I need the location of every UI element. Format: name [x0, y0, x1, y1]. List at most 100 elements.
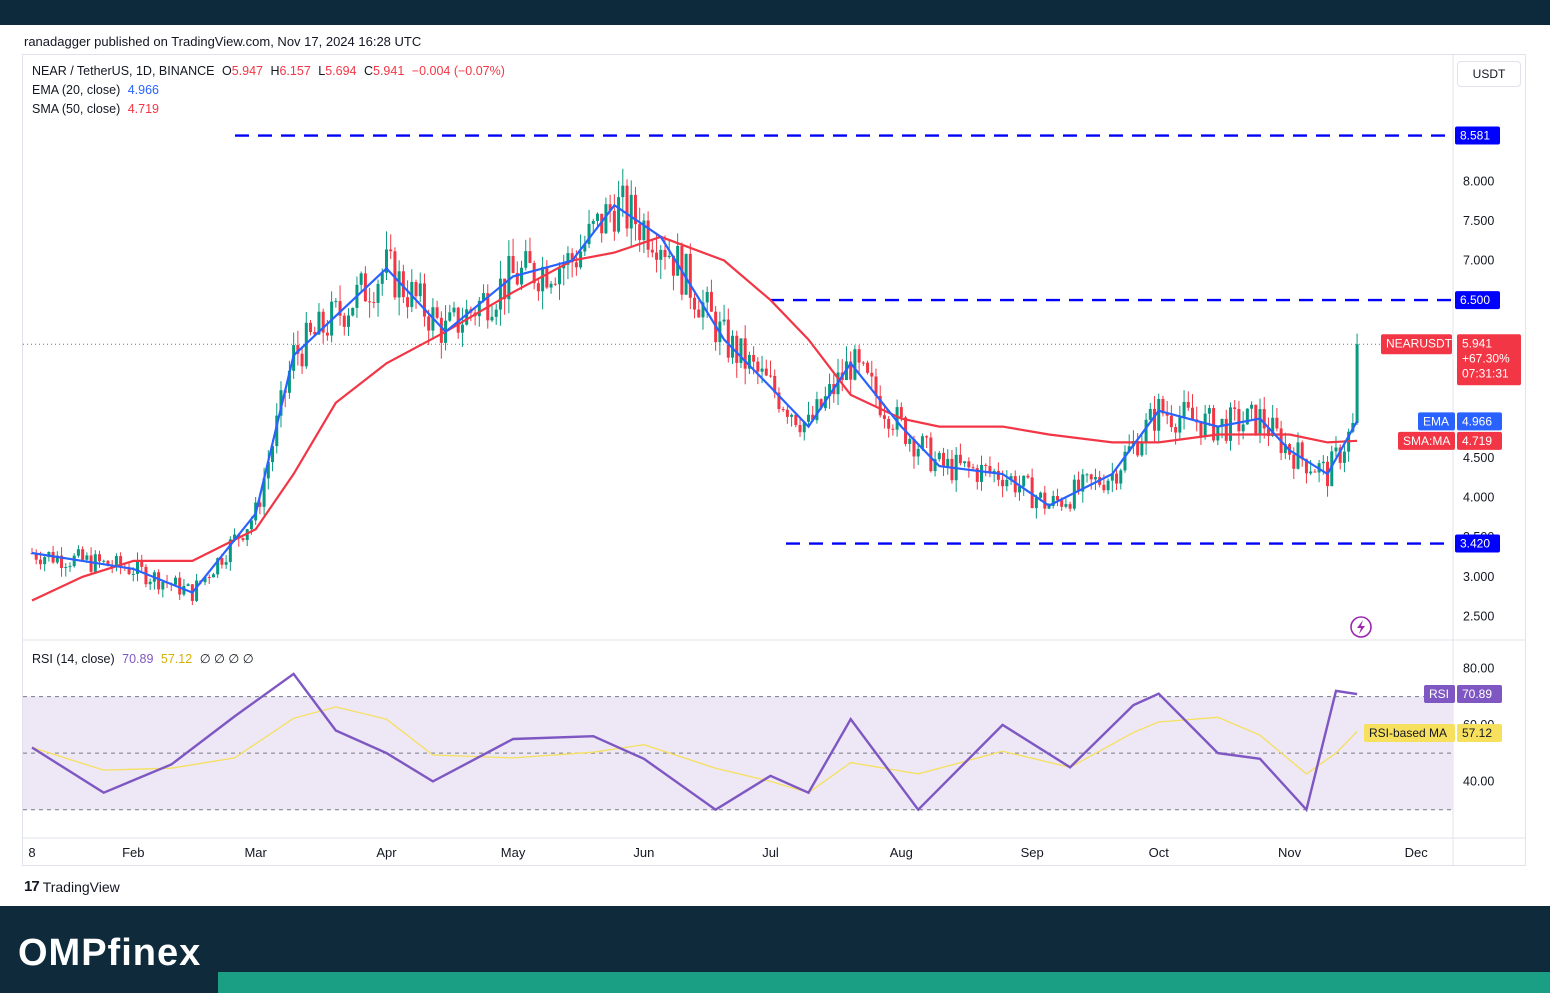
- candle-body: [64, 567, 68, 569]
- candle-body: [258, 502, 262, 507]
- candle-body: [760, 368, 764, 372]
- chart-svg[interactable]: 2.5003.0003.5004.0004.5005.0005.5006.000…: [0, 0, 1550, 906]
- candle-body: [1115, 473, 1119, 484]
- candle-body: [1106, 480, 1110, 491]
- candle-body: [38, 559, 42, 565]
- candle-body: [1300, 442, 1304, 460]
- rsi-line[interactable]: [31, 672, 1358, 813]
- lightning-icon[interactable]: [1350, 616, 1372, 638]
- candle-body: [815, 399, 819, 421]
- candle-body: [406, 297, 410, 308]
- rsi-level-lines: [23, 696, 1453, 811]
- candle-body: [1009, 476, 1013, 480]
- ema-legend-value: 4.966: [127, 83, 159, 97]
- candle-body: [1334, 447, 1338, 452]
- sma-line[interactable]: [31, 235, 1358, 602]
- candle-body: [612, 210, 616, 232]
- candle-body: [300, 353, 304, 367]
- sma-legend-label: SMA (50, close): [32, 102, 121, 116]
- rsi-tick-label: 80.00: [1463, 661, 1494, 675]
- currency-selector[interactable]: USDT: [1457, 61, 1521, 87]
- candle-body: [756, 361, 760, 372]
- candle-body: [790, 414, 794, 417]
- rsi-ma-line[interactable]: [31, 706, 1358, 794]
- candle-body: [633, 194, 637, 225]
- candle-body: [942, 452, 946, 467]
- brand-logo: OMPfinex: [18, 932, 202, 974]
- candle-body: [76, 549, 80, 556]
- ema-value-tag-bg: [1457, 412, 1502, 431]
- price-axis-ticks: 2.5003.0003.5004.0004.5005.0005.5006.000…: [1463, 174, 1494, 623]
- candle-body: [1102, 484, 1106, 491]
- time-tick-label: Jul: [762, 845, 779, 860]
- time-tick-label: Sep: [1021, 845, 1044, 860]
- candle-body: [131, 573, 135, 575]
- rsi-legend-extra: ∅ ∅ ∅ ∅: [199, 652, 254, 666]
- candle-body: [439, 317, 443, 343]
- ema-legend[interactable]: EMA (20, close) 4.966: [32, 83, 163, 97]
- candle-body: [667, 255, 671, 258]
- candle-body: [372, 302, 376, 304]
- candle-body: [887, 418, 891, 429]
- candle-body: [709, 291, 713, 312]
- candle-body: [1169, 415, 1173, 428]
- candle-body: [992, 470, 996, 473]
- candle-body: [43, 557, 47, 565]
- candle-body: [477, 300, 481, 317]
- chart-frame[interactable]: [22, 54, 1526, 866]
- candle-body: [933, 459, 937, 472]
- candle-body: [1262, 409, 1266, 429]
- candle-body: [747, 354, 751, 369]
- candle-body: [279, 390, 283, 416]
- rsi-legend-ma: 57.12: [160, 652, 193, 666]
- candle-body: [1237, 409, 1241, 432]
- tradingview-logo[interactable]: 17 TradingView: [24, 878, 120, 895]
- candle-body: [541, 266, 545, 292]
- level-tag-text: 3.420: [1460, 537, 1490, 551]
- candle-body: [1077, 479, 1081, 492]
- candle-body: [1203, 413, 1207, 438]
- candle-body: [819, 399, 823, 409]
- candle-body: [722, 319, 726, 322]
- time-tick-label: May: [501, 845, 526, 860]
- candle-body: [811, 414, 815, 421]
- candle-body: [338, 301, 342, 316]
- symbol-name[interactable]: NEAR / TetherUS, 1D, BINANCE: [32, 64, 215, 78]
- candle-body: [693, 297, 697, 310]
- candle-body: [769, 375, 772, 377]
- time-tick-label: Feb: [122, 845, 144, 860]
- candle-body: [178, 577, 182, 595]
- candle-body: [1001, 479, 1005, 487]
- ohlc-change: −0.004 (−0.07%): [411, 64, 505, 78]
- candle-body: [520, 267, 524, 285]
- candle-body: [393, 251, 397, 298]
- candle-body: [1338, 447, 1342, 463]
- time-tick-label: Apr: [376, 845, 397, 860]
- sma-legend[interactable]: SMA (50, close) 4.719: [32, 102, 163, 116]
- candle-body: [937, 452, 941, 460]
- candle-body: [1241, 424, 1245, 432]
- candle-body: [401, 271, 405, 298]
- candle-body: [1271, 417, 1275, 436]
- candle-body: [494, 309, 498, 317]
- candle-body: [958, 454, 962, 464]
- ema-line[interactable]: [31, 203, 1359, 594]
- rsi-ma-tag-text: RSI-based MA: [1369, 726, 1447, 740]
- rsi-legend[interactable]: RSI (14, close) 70.89 57.12 ∅ ∅ ∅ ∅: [32, 651, 258, 666]
- candle-body: [642, 220, 646, 241]
- candle-body: [1245, 408, 1249, 425]
- candle-body: [228, 539, 232, 563]
- candle-body: [1304, 459, 1308, 474]
- candle-body: [313, 332, 317, 335]
- candle-body: [870, 372, 874, 377]
- candle-body: [1157, 399, 1161, 431]
- candle-body: [566, 253, 570, 265]
- ohlc-o-label: O: [221, 64, 232, 78]
- candle-body: [148, 581, 152, 585]
- candle-body: [1110, 473, 1114, 481]
- candle-body: [249, 520, 253, 530]
- time-tick-label: Nov: [1278, 845, 1302, 860]
- candle-body: [233, 534, 237, 540]
- candle-body: [570, 253, 574, 263]
- candle-body: [1174, 427, 1178, 433]
